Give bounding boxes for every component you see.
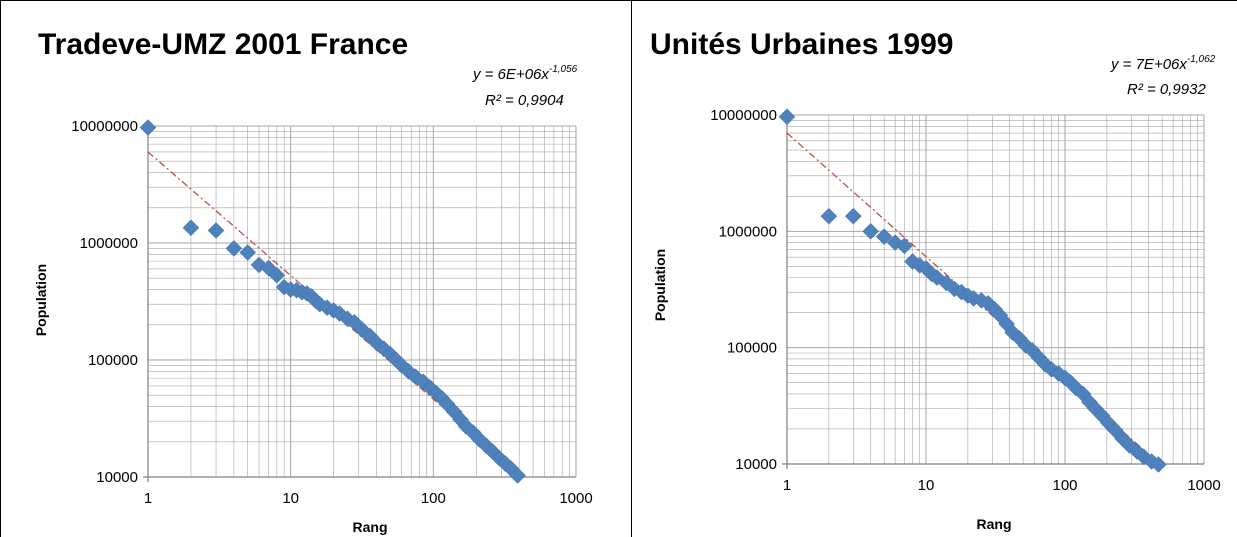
- data-point-marker: [844, 207, 862, 225]
- y-tick-labels: 10000 100000 1000000 10000000: [710, 107, 777, 473]
- data-points: [139, 119, 527, 484]
- x-tick-label: 10: [282, 490, 299, 507]
- data-point-marker: [509, 467, 527, 484]
- trendline-equation: y = 7E+06x-1,062: [1110, 54, 1216, 73]
- x-axis-label: Rang: [353, 519, 388, 535]
- y-axis-label: Population: [652, 249, 668, 321]
- y-tick-labels: 10000 100000 1000000 10000000: [71, 118, 138, 486]
- trendline-equation: y = 6E+06x-1,056: [472, 64, 578, 83]
- x-tick-label: 10: [918, 477, 935, 494]
- data-point-marker: [862, 222, 880, 240]
- data-point-marker: [896, 237, 913, 255]
- x-tick-label: 1000: [559, 490, 592, 507]
- x-tick-label: 1000: [1187, 477, 1220, 494]
- y-tick-label: 10000000: [71, 118, 138, 135]
- y-tick-label: 1000000: [80, 235, 138, 252]
- data-point-marker: [139, 119, 157, 136]
- y-axis-label: Population: [33, 264, 49, 336]
- chart-title: Tradeve-UMZ 2001 France: [38, 28, 408, 61]
- data-point-marker: [225, 240, 243, 257]
- y-tick-label: 100000: [727, 340, 777, 357]
- data-point-marker: [778, 108, 796, 126]
- grid-lines: [143, 125, 577, 482]
- x-tick-label: 100: [1052, 477, 1077, 494]
- r-squared-label: R² = 0,9932: [1127, 81, 1206, 98]
- data-points: [778, 108, 1167, 473]
- chart-panel-tradeve: Tradeve-UMZ 2001 France y = 6E+06x-1,056…: [33, 28, 593, 535]
- y-tick-label: 10000: [96, 469, 138, 486]
- x-tick-label: 100: [421, 490, 446, 507]
- data-point-marker: [239, 244, 257, 261]
- data-point-marker: [207, 222, 225, 239]
- x-tick-labels: 1 10 100 1000: [144, 490, 593, 507]
- data-point-marker: [268, 266, 286, 284]
- x-tick-label: 1: [144, 490, 152, 507]
- x-tick-label: 1: [783, 477, 791, 494]
- r-squared-label: R² = 0,9904: [485, 92, 564, 109]
- data-point-marker: [875, 228, 893, 246]
- x-tick-labels: 1 10 100 1000: [783, 477, 1221, 494]
- y-tick-label: 100000: [88, 352, 138, 369]
- y-tick-label: 10000000: [710, 107, 777, 124]
- y-tick-label: 10000: [735, 456, 777, 473]
- y-tick-label: 1000000: [719, 223, 777, 240]
- grid-lines: [782, 114, 1205, 469]
- data-point-marker: [182, 219, 200, 237]
- x-axis-label: Rang: [977, 516, 1012, 532]
- data-point-marker: [1150, 456, 1167, 473]
- chart-panel-unites-urbaines: Unités Urbaines 1999 y = 7E+06x-1,062 R²…: [650, 28, 1221, 532]
- data-point-marker: [820, 207, 838, 225]
- chart-title: Unités Urbaines 1999: [650, 28, 953, 61]
